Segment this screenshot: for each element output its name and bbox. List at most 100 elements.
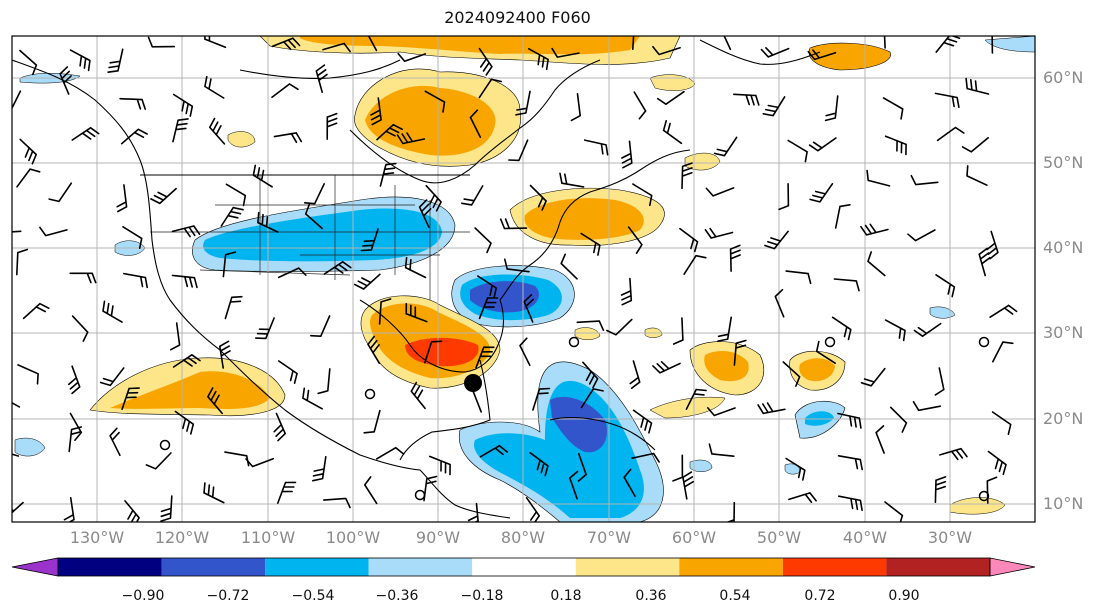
map-title: 2024092400 F060 bbox=[444, 8, 591, 27]
wind-barb bbox=[147, 36, 176, 48]
lat-label-60n: 60°N bbox=[1043, 68, 1084, 87]
wind-barb bbox=[315, 64, 328, 93]
wind-barb bbox=[323, 261, 352, 275]
wind-barb bbox=[404, 256, 427, 279]
wind-barb bbox=[405, 302, 428, 323]
wind-barb bbox=[824, 95, 839, 122]
wind-barb bbox=[312, 456, 327, 482]
wind-barb bbox=[477, 275, 497, 299]
wind-barb bbox=[317, 368, 331, 395]
wind-barb bbox=[271, 83, 299, 99]
wind-barb bbox=[679, 227, 699, 253]
wind-barb bbox=[204, 36, 227, 49]
wind-barb bbox=[875, 425, 885, 454]
wind-barb bbox=[171, 274, 198, 289]
colorbar-bin bbox=[472, 558, 576, 576]
wind-barb bbox=[834, 204, 851, 229]
wind-barb bbox=[16, 248, 29, 276]
wind-barb bbox=[525, 497, 540, 522]
wind-barb bbox=[222, 251, 237, 278]
wind-barb bbox=[528, 48, 549, 71]
wind-barb bbox=[367, 335, 381, 364]
wind-barb bbox=[225, 183, 247, 207]
wind-barb bbox=[934, 367, 945, 396]
wind-barb bbox=[987, 450, 1007, 476]
wind-barb bbox=[425, 184, 442, 212]
wind-barb bbox=[652, 45, 681, 56]
wind-barb bbox=[360, 228, 379, 252]
wind-barb bbox=[122, 226, 143, 249]
wind-barb bbox=[12, 230, 22, 233]
wind-barb bbox=[778, 183, 790, 211]
colorbar-bin bbox=[368, 558, 473, 576]
wind-barb bbox=[19, 49, 38, 76]
lon-label-100w: 100°W bbox=[325, 528, 381, 547]
wind-barb bbox=[59, 66, 72, 95]
wind-barb bbox=[273, 412, 286, 442]
wind-barb bbox=[884, 135, 907, 156]
wind-barb bbox=[378, 298, 392, 325]
wind-barb bbox=[774, 288, 785, 318]
wind-barb bbox=[907, 229, 936, 242]
wind-barb bbox=[733, 339, 747, 366]
wind-barb bbox=[68, 426, 82, 453]
wind-barb bbox=[935, 274, 956, 298]
wind-barb bbox=[683, 254, 707, 275]
wind-barb bbox=[672, 454, 684, 482]
wind-barb bbox=[39, 226, 68, 237]
wind-barb bbox=[629, 360, 641, 389]
wind-barb bbox=[577, 453, 587, 482]
wind-barb bbox=[376, 446, 405, 460]
wind-barb bbox=[479, 444, 508, 458]
wind-barb bbox=[837, 455, 863, 471]
lon-label-110w: 110°W bbox=[240, 528, 296, 547]
wind-barb bbox=[787, 139, 808, 163]
wind-barb bbox=[782, 361, 801, 387]
wind-barb bbox=[831, 316, 852, 341]
wind-barb bbox=[120, 128, 148, 145]
wind-barb bbox=[322, 42, 351, 53]
graticule bbox=[12, 36, 1035, 522]
colorbar-bin bbox=[575, 558, 680, 576]
wind-barb bbox=[939, 447, 968, 461]
wind-barb bbox=[257, 211, 279, 233]
wind-barb bbox=[418, 199, 432, 228]
wind-barb bbox=[532, 387, 551, 411]
wind-barb bbox=[723, 36, 732, 51]
wind-barb bbox=[866, 169, 891, 187]
plot-frame bbox=[11, 35, 1036, 523]
wind-barb bbox=[978, 247, 991, 277]
wind-barb bbox=[99, 367, 125, 387]
lat-label-50n: 50°N bbox=[1043, 153, 1084, 172]
wind-barb bbox=[961, 137, 989, 153]
wind-barb bbox=[860, 223, 889, 236]
wind-barb bbox=[989, 304, 1018, 318]
wind-barb bbox=[632, 183, 653, 207]
wind-barb bbox=[410, 381, 426, 410]
wind-barb bbox=[808, 137, 837, 152]
wind-barb bbox=[582, 361, 599, 389]
wind-barb bbox=[428, 455, 451, 476]
wind-barb bbox=[559, 172, 585, 188]
wind-barb bbox=[883, 36, 886, 49]
wind-barb bbox=[966, 165, 988, 186]
wind-barb bbox=[662, 120, 683, 145]
wind-barb bbox=[370, 97, 382, 126]
wind-barb bbox=[762, 96, 786, 117]
lon-label-50w: 50°W bbox=[756, 528, 802, 547]
wind-barb bbox=[478, 47, 493, 76]
wind-barb bbox=[367, 36, 378, 52]
wind-barb bbox=[912, 401, 942, 412]
wind-barb bbox=[685, 388, 707, 410]
wind-barb bbox=[203, 482, 225, 504]
wind-barb bbox=[12, 501, 24, 514]
wind-barb bbox=[682, 471, 694, 500]
wind-barb bbox=[68, 365, 81, 395]
colorbar-bin bbox=[265, 558, 369, 576]
wind-barb bbox=[583, 139, 609, 156]
wind-barb bbox=[631, 452, 660, 463]
wind-barb bbox=[71, 315, 89, 342]
colorbar-tick-label: 0.36 bbox=[635, 588, 667, 604]
wind-barb bbox=[529, 184, 547, 211]
wind-barb bbox=[934, 476, 947, 503]
